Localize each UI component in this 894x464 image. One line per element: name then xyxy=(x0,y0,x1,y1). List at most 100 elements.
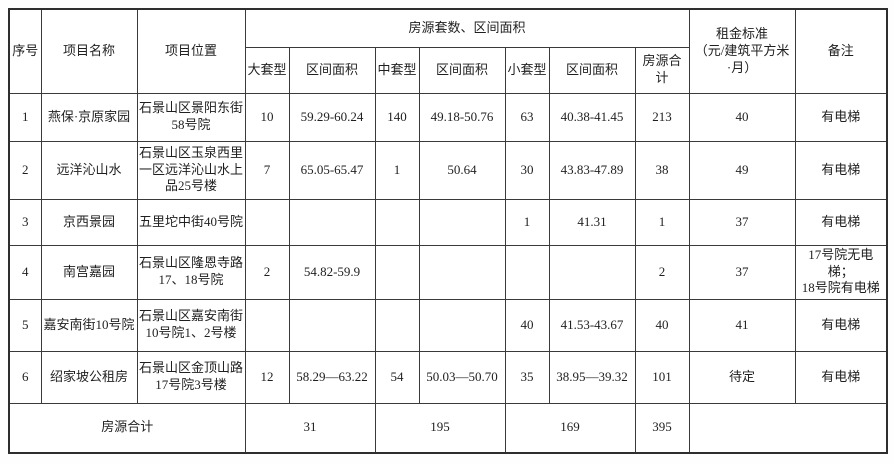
header-large-type: 大套型 xyxy=(244,46,290,94)
header-serial: 序号 xyxy=(8,8,42,94)
cell-area-medium xyxy=(418,198,506,246)
cell-rent: 40 xyxy=(688,92,796,142)
cell-rent: 37 xyxy=(688,244,796,300)
table-header-row-group: 序号 项目名称 项目位置 房源套数、区间面积 租金标准 （元/建筑平方米 ·月）… xyxy=(8,8,888,94)
cell-remark: 有电梯 xyxy=(794,198,888,246)
cell-medium xyxy=(374,198,420,246)
cell-area-medium xyxy=(418,244,506,300)
table-row: 2 远洋沁山水 石景山区玉泉西里 一区远洋沁山水上 品25号楼 7 65.05-… xyxy=(8,140,888,200)
cell-area-large xyxy=(288,198,376,246)
table-row: 3 京西景园 五里坨中街40号院 1 41.31 1 37 有电梯 xyxy=(8,198,888,246)
header-area-large: 区间面积 xyxy=(288,46,376,94)
summary-label: 房源合计 xyxy=(8,402,246,454)
cell-small: 30 xyxy=(504,140,550,200)
cell-medium: 1 xyxy=(374,140,420,200)
cell-remark: 有电梯 xyxy=(794,350,888,404)
header-project-name: 项目名称 xyxy=(40,8,138,94)
header-remark: 备注 xyxy=(794,8,888,94)
cell-remark: 有电梯 xyxy=(794,92,888,142)
cell-area-large: 59.29-60.24 xyxy=(288,92,376,142)
header-small-type: 小套型 xyxy=(504,46,550,94)
header-area-medium: 区间面积 xyxy=(418,46,506,94)
summary-grand-total: 395 xyxy=(634,402,690,454)
cell-serial: 3 xyxy=(8,198,42,246)
cell-total: 2 xyxy=(634,244,690,300)
cell-medium xyxy=(374,298,420,352)
cell-serial: 6 xyxy=(8,350,42,404)
cell-location: 石景山区隆恩寺路 17、18号院 xyxy=(136,244,246,300)
cell-large: 7 xyxy=(244,140,290,200)
cell-location: 石景山区景阳东街 58号院 xyxy=(136,92,246,142)
cell-area-large: 58.29—63.22 xyxy=(288,350,376,404)
table-header-row-sub: 大套型 区间面积 中套型 区间面积 小套型 区间面积 房源合计 xyxy=(9,46,887,94)
cell-location: 石景山区金顶山路 17号院3号楼 xyxy=(136,350,246,404)
cell-large xyxy=(244,298,290,352)
cell-small xyxy=(504,244,550,300)
cell-area-small: 41.31 xyxy=(548,198,636,246)
cell-area-large xyxy=(288,298,376,352)
cell-area-medium: 50.64 xyxy=(418,140,506,200)
table-row: 5 嘉安南街10号院 石景山区嘉安南街 10号院1、2号楼 40 41.53-4… xyxy=(8,298,888,352)
cell-project: 京西景园 xyxy=(40,198,138,246)
cell-area-large: 65.05-65.47 xyxy=(288,140,376,200)
cell-area-small: 43.83-47.89 xyxy=(548,140,636,200)
cell-remark: 17号院无电梯； 18号院有电梯 xyxy=(794,244,888,300)
cell-area-small xyxy=(548,244,636,300)
cell-large: 2 xyxy=(244,244,290,300)
cell-small: 40 xyxy=(504,298,550,352)
cell-location: 石景山区嘉安南街 10号院1、2号楼 xyxy=(136,298,246,352)
cell-serial: 2 xyxy=(8,140,42,200)
cell-project: 南宫嘉园 xyxy=(40,244,138,300)
summary-row: 房源合计 31 195 169 395 xyxy=(8,402,888,454)
cell-area-small: 38.95—39.32 xyxy=(548,350,636,404)
cell-remark: 有电梯 xyxy=(794,298,888,352)
cell-location: 石景山区玉泉西里 一区远洋沁山水上 品25号楼 xyxy=(136,140,246,200)
cell-serial: 1 xyxy=(8,92,42,142)
cell-remark: 有电梯 xyxy=(794,140,888,200)
header-units-total: 房源合计 xyxy=(634,46,690,94)
cell-project: 绍家坡公租房 xyxy=(40,350,138,404)
cell-total: 38 xyxy=(634,140,690,200)
summary-medium-total: 195 xyxy=(374,402,506,454)
header-project-location: 项目位置 xyxy=(136,8,246,94)
cell-serial: 4 xyxy=(8,244,42,300)
cell-rent: 49 xyxy=(688,140,796,200)
cell-total: 101 xyxy=(634,350,690,404)
cell-large: 12 xyxy=(244,350,290,404)
cell-small: 1 xyxy=(504,198,550,246)
header-area-small: 区间面积 xyxy=(548,46,636,94)
cell-area-small: 40.38-41.45 xyxy=(548,92,636,142)
cell-area-medium: 49.18-50.76 xyxy=(418,92,506,142)
cell-area-large: 54.82-59.9 xyxy=(288,244,376,300)
cell-total: 1 xyxy=(634,198,690,246)
summary-large-total: 31 xyxy=(244,402,376,454)
table-row: 4 南宫嘉园 石景山区隆恩寺路 17、18号院 2 54.82-59.9 2 3… xyxy=(8,244,888,300)
cell-total: 40 xyxy=(634,298,690,352)
cell-project: 嘉安南街10号院 xyxy=(40,298,138,352)
cell-rent: 41 xyxy=(688,298,796,352)
cell-serial: 5 xyxy=(8,298,42,352)
cell-project: 远洋沁山水 xyxy=(40,140,138,200)
cell-medium xyxy=(374,244,420,300)
cell-small: 63 xyxy=(504,92,550,142)
header-units-area-group: 房源套数、区间面积 xyxy=(244,8,690,48)
cell-location: 五里坨中街40号院 xyxy=(136,198,246,246)
cell-area-medium xyxy=(418,298,506,352)
table-row: 1 燕保·京原家园 石景山区景阳东街 58号院 10 59.29-60.24 1… xyxy=(8,92,888,142)
cell-area-medium: 50.03—50.70 xyxy=(418,350,506,404)
cell-area-small: 41.53-43.67 xyxy=(548,298,636,352)
cell-rent: 37 xyxy=(688,198,796,246)
summary-small-total: 169 xyxy=(504,402,636,454)
cell-project: 燕保·京原家园 xyxy=(40,92,138,142)
public-rental-housing-table: 序号 项目名称 项目位置 房源套数、区间面积 租金标准 （元/建筑平方米 ·月）… xyxy=(8,8,889,454)
cell-small: 35 xyxy=(504,350,550,404)
cell-rent: 待定 xyxy=(688,350,796,404)
header-medium-type: 中套型 xyxy=(374,46,420,94)
table-row: 6 绍家坡公租房 石景山区金顶山路 17号院3号楼 12 58.29—63.22… xyxy=(8,350,888,404)
summary-rent-remark-empty xyxy=(688,402,888,454)
cell-total: 213 xyxy=(634,92,690,142)
cell-medium: 54 xyxy=(374,350,420,404)
cell-large: 10 xyxy=(244,92,290,142)
header-rent-standard: 租金标准 （元/建筑平方米 ·月） xyxy=(688,8,796,94)
